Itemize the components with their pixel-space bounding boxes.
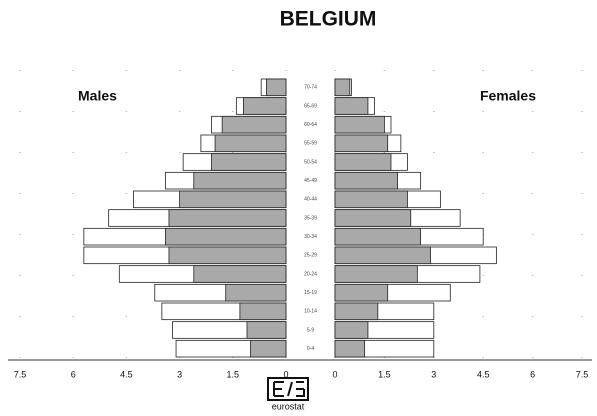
bar <box>334 321 369 339</box>
logo-glyph <box>273 381 305 397</box>
age-label: 20-24 <box>304 271 317 277</box>
bar <box>225 283 287 302</box>
bar <box>250 339 287 358</box>
bar <box>334 190 408 209</box>
logo-text: eurostat <box>272 401 305 411</box>
bar <box>193 171 287 190</box>
bar <box>334 209 412 227</box>
bar <box>165 227 287 246</box>
bar <box>221 115 287 134</box>
bar <box>334 283 389 302</box>
males-label: Males <box>78 88 117 104</box>
age-label: 0-4 <box>307 346 314 352</box>
bar <box>214 134 287 153</box>
age-label: 35-39 <box>304 215 317 221</box>
bar <box>168 209 287 227</box>
age-label: 55-59 <box>304 141 317 147</box>
x-tick-label: 6 <box>530 369 535 379</box>
age-label: 30-34 <box>304 234 317 240</box>
bar <box>334 265 418 283</box>
females-label: Females <box>480 88 536 104</box>
bar <box>334 171 398 190</box>
x-tick-label: 4.5 <box>477 369 490 379</box>
age-label: 5-9 <box>307 327 314 333</box>
logo: eurostat <box>267 377 309 411</box>
x-tick-label: 7.5 <box>14 369 27 379</box>
x-tick-label: 1.5 <box>227 369 240 379</box>
bar <box>334 115 385 134</box>
logo-box <box>267 377 309 401</box>
age-label: 10-14 <box>304 309 317 315</box>
x-tick-label: 6 <box>71 369 76 379</box>
bar <box>334 227 422 246</box>
x-tick-label: 0 <box>332 369 337 379</box>
age-label: 45-49 <box>304 178 317 184</box>
bar <box>334 97 369 115</box>
x-tick-label: 0 <box>283 369 288 379</box>
bar <box>168 246 287 265</box>
bar <box>246 321 287 339</box>
x-tick-label: 3 <box>177 369 182 379</box>
age-label: 60-64 <box>304 122 317 128</box>
bar <box>334 153 392 171</box>
bar <box>179 190 287 209</box>
chart-title: BELGIUM <box>280 8 377 31</box>
age-label: 50-54 <box>304 159 317 165</box>
x-tick-label: 4.5 <box>120 369 133 379</box>
bar <box>239 302 287 321</box>
x-tick-label: 3 <box>431 369 436 379</box>
bar <box>211 153 287 171</box>
bar <box>193 265 287 283</box>
age-label: 40-44 <box>304 197 317 203</box>
x-tick-label: 1.5 <box>378 369 391 379</box>
bar <box>266 78 287 97</box>
bar <box>334 339 366 358</box>
age-label: 25-29 <box>304 253 317 259</box>
bar <box>243 97 287 115</box>
x-tick-label: 7.5 <box>576 369 589 379</box>
bar <box>334 78 351 97</box>
age-label: 15-19 <box>304 290 317 296</box>
bar <box>334 302 379 321</box>
age-label: 70-74 <box>304 85 317 91</box>
age-label: 65-69 <box>304 103 317 109</box>
bar <box>334 134 389 153</box>
bar <box>334 246 431 265</box>
